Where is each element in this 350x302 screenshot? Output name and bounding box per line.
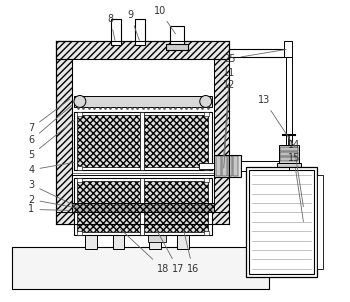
Bar [72, 59, 214, 212]
Bar [246, 167, 317, 277]
Text: 8: 8 [107, 14, 115, 40]
Bar [148, 232, 166, 242]
Bar [72, 203, 214, 212]
Bar [111, 19, 120, 45]
Text: 12: 12 [223, 80, 236, 168]
Bar [56, 212, 230, 224]
Bar [149, 227, 161, 249]
Bar [204, 178, 209, 182]
Bar [77, 115, 140, 167]
Bar [74, 95, 212, 108]
Text: 3: 3 [28, 180, 75, 205]
Text: 11: 11 [223, 68, 236, 156]
Bar [144, 115, 208, 167]
Text: 6: 6 [28, 105, 72, 145]
Bar [135, 19, 145, 45]
Bar [280, 152, 298, 156]
Bar [77, 181, 140, 232]
Text: 2: 2 [28, 194, 77, 208]
Text: 15: 15 [288, 153, 303, 222]
Bar [12, 247, 269, 289]
Ellipse shape [200, 95, 212, 108]
Bar [140, 178, 144, 235]
Bar [77, 178, 82, 182]
Bar [284, 41, 292, 57]
Text: 1: 1 [28, 204, 69, 214]
Bar [170, 26, 184, 44]
Bar [204, 231, 209, 235]
Bar [144, 181, 208, 232]
Bar [228, 156, 232, 176]
Bar [214, 155, 242, 177]
Bar [140, 112, 144, 170]
Bar [249, 170, 314, 274]
Bar [222, 156, 226, 176]
Bar [113, 227, 125, 249]
Bar [77, 166, 82, 170]
Bar [199, 163, 214, 169]
Bar [204, 112, 209, 116]
Bar [241, 161, 286, 171]
Bar [216, 156, 220, 176]
Text: 9: 9 [127, 10, 139, 40]
Bar [230, 49, 289, 57]
Text: 4: 4 [28, 162, 74, 175]
Text: 25: 25 [223, 50, 286, 64]
Text: 17: 17 [156, 230, 184, 274]
Bar [77, 231, 82, 235]
Ellipse shape [74, 95, 86, 108]
Bar [214, 41, 230, 224]
Bar [233, 156, 238, 176]
Text: 14: 14 [288, 140, 303, 207]
Bar [85, 227, 97, 249]
Bar [77, 112, 82, 116]
Bar [279, 145, 299, 163]
Bar [280, 147, 298, 151]
Bar [277, 163, 301, 169]
Bar [286, 57, 292, 151]
Text: 5: 5 [28, 120, 75, 160]
Bar [56, 41, 72, 224]
Text: 16: 16 [183, 230, 199, 274]
Text: 7: 7 [28, 99, 70, 133]
Bar [56, 41, 230, 59]
Text: 10: 10 [154, 6, 175, 34]
Bar [74, 112, 212, 170]
Bar [166, 44, 188, 50]
Bar [204, 166, 209, 170]
Bar [74, 178, 212, 235]
Bar [317, 175, 323, 269]
Bar [280, 157, 298, 161]
Text: 18: 18 [120, 229, 169, 274]
Text: 13: 13 [258, 95, 295, 148]
Bar [177, 227, 189, 249]
